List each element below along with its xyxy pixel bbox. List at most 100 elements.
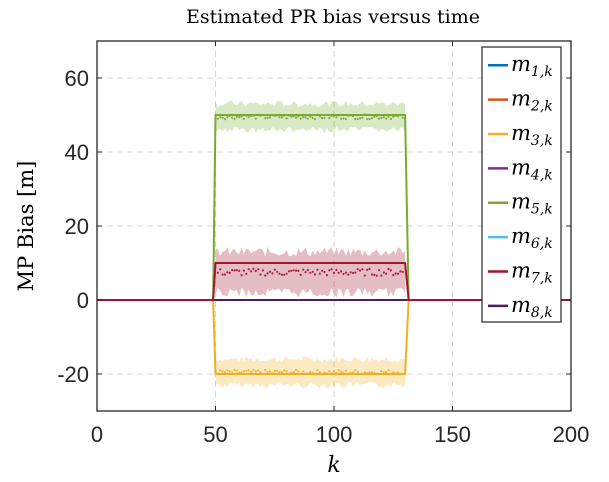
estimate-dot (399, 113, 402, 116)
estimate-dot (401, 270, 404, 273)
estimate-dot (273, 369, 276, 373)
estimate-dot (313, 118, 317, 121)
axis-ticks: 0 50 100 150 200 -20 0 20 40 60 (57, 41, 589, 447)
estimate-dot (349, 371, 352, 374)
estimate-dot (330, 114, 333, 117)
series-lines (97, 114, 571, 375)
estimate-dot (283, 273, 286, 276)
estimate-dot (340, 117, 343, 120)
estimate-dot (387, 369, 390, 372)
estimate-dot (223, 118, 227, 121)
estimate-dot (304, 116, 307, 119)
estimate-dot (373, 115, 376, 118)
estimate-dot (228, 370, 231, 373)
estimate-dot (323, 371, 326, 374)
estimate-dot (247, 116, 250, 119)
estimate-dot (363, 274, 366, 277)
estimate-dot (268, 116, 272, 119)
estimate-dot (359, 117, 362, 120)
y-tick-label: 60 (65, 66, 89, 91)
estimate-dot (295, 368, 298, 371)
estimate-dot (285, 272, 288, 275)
estimate-dot (347, 114, 350, 117)
estimate-dot (361, 268, 364, 271)
estimate-dot (316, 268, 319, 271)
estimate-dot (368, 117, 371, 121)
x-tick-label: 50 (203, 422, 227, 447)
estimate-dot (396, 114, 400, 118)
estimate-dot (273, 114, 276, 118)
estimate-dot (389, 117, 392, 121)
estimate-dot (233, 117, 236, 121)
estimate-dot (394, 272, 397, 275)
estimate-dot (373, 371, 376, 374)
legend-label: m1,k (511, 52, 553, 80)
estimate-dot (299, 117, 302, 120)
estimate-dot (392, 274, 395, 277)
estimate-dot (240, 115, 243, 118)
y-tick-label: 0 (77, 288, 89, 313)
estimate-dot (226, 271, 229, 274)
legend-entry: m8,k (488, 293, 553, 321)
estimate-dot (401, 116, 404, 119)
estimate-dot (392, 115, 395, 118)
estimate-dot (313, 373, 317, 376)
estimate-dot (306, 269, 309, 272)
estimate-dot (318, 272, 321, 275)
legend-entry: m3,k (488, 121, 553, 149)
estimate-dot (292, 269, 295, 272)
estimate-dot (242, 117, 245, 121)
estimate-dot (276, 369, 279, 372)
estimate-dot (226, 369, 229, 372)
estimate-dot (361, 372, 364, 375)
legend-entry: m5,k (488, 190, 553, 218)
estimate-dot (235, 115, 238, 118)
estimate-dot (340, 270, 343, 273)
estimate-dot (325, 274, 328, 277)
estimate-dot (328, 269, 331, 272)
estimate-dot (285, 117, 288, 120)
estimate-dot (250, 270, 253, 273)
estimate-dot (216, 271, 219, 274)
estimate-dot (295, 116, 298, 119)
estimate-dot (250, 370, 253, 373)
estimate-dot (257, 369, 260, 372)
estimate-dot (370, 371, 373, 374)
estimate-dot (245, 272, 248, 275)
estimate-dot (233, 269, 236, 272)
estimate-dot (396, 371, 400, 374)
estimate-dot (313, 273, 317, 276)
estimate-dot (290, 115, 293, 118)
x-axis-label: k (327, 453, 340, 478)
legend-entry: m4,k (488, 155, 553, 183)
estimate-dot (375, 274, 378, 277)
estimate-dot (375, 373, 378, 376)
estimate-dot (268, 270, 272, 273)
estimate-dot (235, 269, 238, 272)
estimate-dot (389, 269, 392, 272)
legend-label: m4,k (511, 155, 553, 183)
estimate-dot (245, 114, 248, 117)
estimate-dot (354, 369, 357, 372)
estimate-dots (216, 113, 404, 376)
estimate-dot (287, 373, 291, 376)
estimate-dot (276, 270, 279, 273)
estimate-dot (233, 368, 236, 372)
estimate-dot (285, 370, 288, 373)
estimate-dot (266, 272, 269, 275)
estimate-dot (254, 370, 257, 373)
estimate-dot (287, 270, 291, 273)
estimate-dot (278, 371, 281, 374)
estimate-dot (342, 272, 345, 276)
legend-entry: m2,k (488, 87, 553, 115)
estimate-dot (261, 113, 264, 116)
estimate-dot (297, 370, 300, 373)
estimate-dot (221, 116, 224, 119)
estimate-dot (344, 271, 347, 274)
estimate-dot (306, 117, 309, 120)
series-line-7-k (97, 262, 571, 301)
estimate-dot (382, 371, 385, 374)
estimate-dot (342, 117, 345, 120)
estimate-dot (259, 114, 262, 117)
